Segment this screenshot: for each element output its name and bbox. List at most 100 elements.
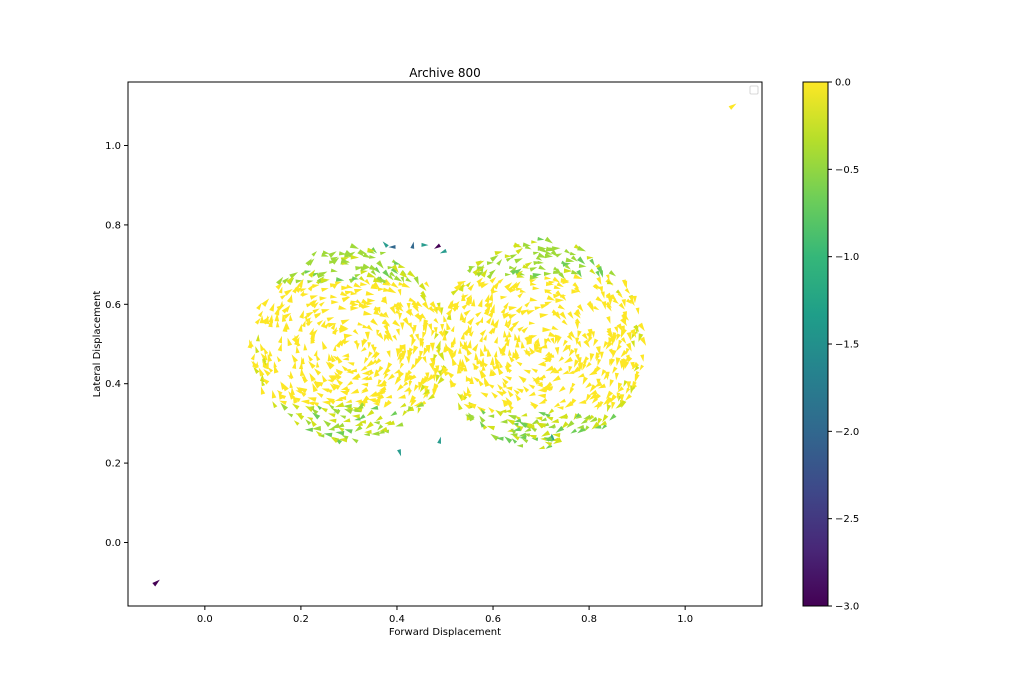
- data-point: [470, 298, 476, 307]
- data-point: [503, 301, 509, 310]
- data-point: [452, 305, 460, 312]
- data-point: [546, 295, 556, 301]
- data-point: [397, 305, 404, 312]
- data-point: [440, 365, 449, 374]
- data-point: [609, 379, 614, 388]
- data-point: [548, 423, 556, 428]
- data-point: [315, 361, 320, 368]
- data-point: [316, 392, 324, 398]
- data-point: [291, 403, 300, 410]
- data-point: [360, 266, 370, 272]
- data-point: [276, 355, 282, 363]
- data-point: [275, 282, 283, 290]
- data-point: [413, 384, 419, 392]
- data-point: [616, 323, 623, 332]
- data-point: [279, 394, 287, 400]
- data-point: [475, 260, 482, 265]
- data-point: [257, 310, 263, 318]
- data-point: [489, 304, 495, 314]
- data-point: [568, 348, 575, 357]
- data-point: [491, 363, 497, 371]
- data-point: [386, 350, 391, 358]
- data-point: [540, 304, 550, 309]
- data-point: [440, 324, 445, 331]
- data-point: [640, 354, 645, 362]
- data-point: [631, 361, 640, 370]
- data-point: [617, 292, 623, 299]
- data-point: [375, 415, 383, 422]
- data-point: [618, 302, 625, 310]
- data-point: [584, 425, 590, 432]
- data-point: [507, 389, 514, 398]
- data-point: [286, 275, 294, 285]
- data-point: [587, 328, 593, 338]
- data-point: [516, 361, 523, 367]
- data-point: [422, 331, 427, 340]
- data-point: [596, 378, 601, 387]
- data-point: [544, 236, 553, 244]
- data-point: [298, 323, 303, 332]
- data-point: [434, 243, 442, 249]
- data-point: [511, 438, 518, 444]
- data-point: [553, 402, 561, 408]
- data-point: [464, 392, 472, 398]
- data-point: [314, 314, 321, 319]
- data-point: [378, 277, 388, 283]
- data-point: [300, 399, 310, 405]
- data-point: [522, 264, 530, 269]
- data-point: [500, 419, 508, 424]
- data-point: [392, 334, 398, 341]
- data-point: [523, 369, 531, 375]
- data-point: [622, 280, 628, 289]
- data-point: [352, 373, 361, 379]
- data-point: [355, 299, 362, 305]
- data-point: [364, 429, 372, 434]
- data-point: [429, 301, 437, 310]
- data-point: [373, 372, 380, 378]
- data-point: [342, 404, 352, 409]
- data-point: [250, 353, 255, 361]
- data-point: [446, 321, 451, 331]
- data-point: [392, 319, 401, 327]
- data-point: [548, 408, 555, 415]
- data-point: [258, 367, 265, 377]
- data-point: [483, 376, 489, 385]
- data-point: [561, 421, 569, 430]
- data-point: [321, 388, 330, 393]
- data-point: [387, 287, 397, 294]
- data-point: [402, 317, 410, 327]
- data-point: [507, 349, 512, 356]
- data-point: [463, 390, 468, 398]
- data-point: [367, 342, 371, 349]
- data-point: [543, 271, 552, 277]
- data-point: [362, 263, 371, 268]
- data-point: [516, 287, 523, 292]
- data-point: [620, 337, 627, 344]
- data-point: [366, 272, 376, 278]
- data-point: [450, 341, 455, 348]
- data-point: [349, 243, 359, 249]
- data-point: [499, 409, 507, 414]
- data-point: [490, 318, 495, 326]
- data-point: [451, 336, 456, 344]
- data-point: [514, 268, 522, 275]
- data-point: [550, 337, 555, 345]
- data-point: [496, 390, 505, 397]
- data-point: [566, 334, 573, 341]
- data-point: [504, 319, 509, 327]
- data-point: [305, 317, 312, 323]
- data-point: [570, 269, 580, 275]
- data-point: [439, 248, 447, 254]
- data-point: [572, 366, 581, 374]
- data-point: [428, 362, 434, 372]
- data-point: [529, 401, 539, 410]
- data-point: [382, 241, 389, 248]
- data-point: [343, 418, 351, 423]
- data-point: [358, 303, 364, 310]
- data-point: [312, 308, 320, 314]
- data-point: [306, 417, 314, 422]
- data-point: [508, 324, 516, 332]
- data-point: [488, 407, 495, 414]
- data-point: [593, 338, 599, 347]
- data-point: [520, 341, 525, 349]
